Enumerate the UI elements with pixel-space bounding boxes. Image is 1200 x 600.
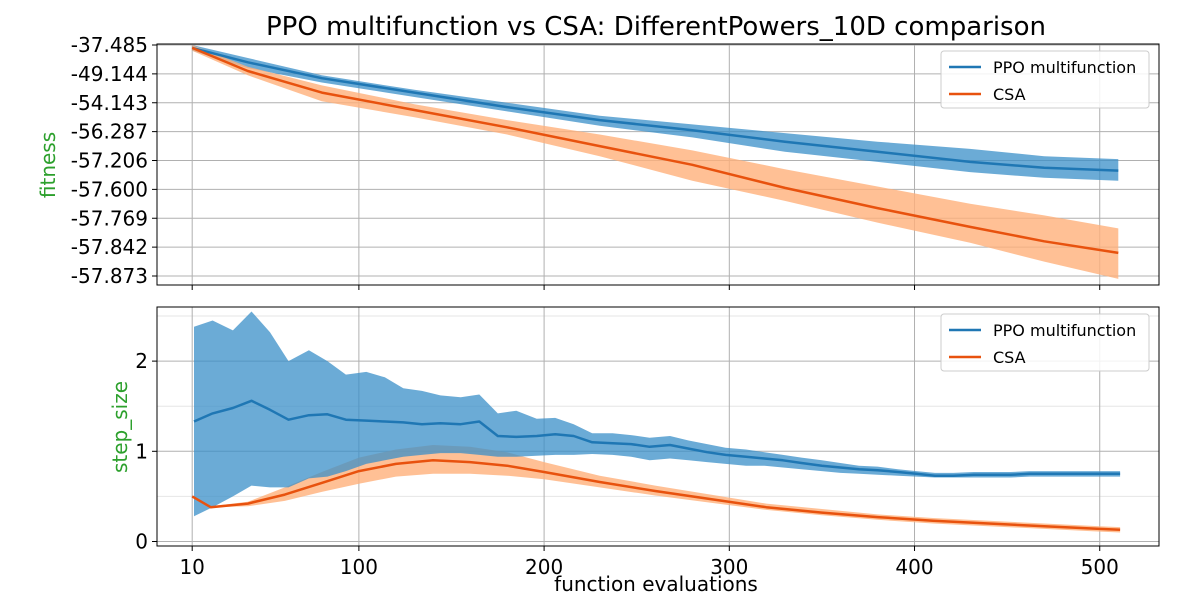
step-size-y-tick-label: 1 — [135, 439, 148, 463]
step-size-bands — [192, 311, 1121, 533]
step-size-x-tick-label: 400 — [895, 555, 933, 579]
step-size-csa-band — [192, 445, 1121, 533]
fitness-y-tick-label: -57.842 — [71, 235, 148, 259]
fitness-legend-box — [940, 50, 1150, 109]
step-size-x-tick-label: 300 — [710, 555, 748, 579]
step-size-x-tick-label: 200 — [525, 555, 563, 579]
step-size-axes-frame — [156, 306, 1160, 547]
step-size-y-ticks: 0 1 2 — [135, 349, 157, 553]
step-size-legend-label-csa: CSA — [993, 348, 1026, 367]
step-size-x-ticks: 10 100 200 300 400 500 — [179, 546, 1119, 579]
step-size-csa-line — [191, 459, 1121, 532]
fitness-csa-band — [192, 45, 1119, 279]
fitness-ylabel: fitness — [36, 132, 60, 198]
fitness-y-tick-label: -49.144 — [71, 62, 148, 86]
step-size-panel: 0 1 2 10 100 200 300 400 500 step_size PPO mult… — [108, 306, 1160, 579]
step-size-legend: PPO multifunction CSA — [940, 313, 1150, 372]
figure-title: PPO multifunction vs CSA: DifferentPower… — [266, 12, 1046, 42]
fitness-y-tick-label: -57.206 — [71, 149, 148, 173]
fitness-bands — [192, 45, 1119, 279]
fitness-y-ticks: -37.485 -49.144 -54.143 -56.287 -57.206 -57.6… — [71, 33, 157, 288]
fitness-y-tick-label: -57.600 — [71, 177, 148, 201]
step-size-ppo-line — [193, 399, 1121, 477]
step-size-ylabel: step_size — [108, 381, 132, 473]
x-axis-label: function evaluations — [554, 572, 758, 596]
fitness-panel: -37.485 -49.144 -54.143 -56.287 -57.206 -57.6… — [36, 33, 1160, 290]
fitness-ppo-band — [192, 45, 1119, 181]
fitness-legend-label-ppo: PPO multifunction — [993, 58, 1136, 77]
step-size-x-tick-label: 10 — [179, 555, 204, 579]
step-size-legend-box — [940, 313, 1150, 372]
step-size-ppo-band — [194, 311, 1121, 517]
fitness-y-tick-label: -57.769 — [71, 206, 148, 230]
step-size-x-tick-label: 100 — [340, 555, 378, 579]
fitness-axes-frame — [156, 43, 1160, 286]
fitness-csa-line — [191, 46, 1119, 255]
step-size-y-tick-label: 0 — [135, 529, 148, 553]
step-size-lines — [191, 399, 1121, 532]
fitness-x-ticks — [191, 285, 1101, 290]
fitness-legend: PPO multifunction CSA — [940, 50, 1150, 109]
fitness-y-tick-label: -37.485 — [71, 33, 148, 57]
fitness-y-tick-label: -54.143 — [71, 91, 148, 115]
step-size-x-tick-label: 500 — [1081, 555, 1119, 579]
fitness-ppo-line — [191, 46, 1119, 172]
fitness-y-tick-label: -57.873 — [71, 264, 148, 288]
fitness-legend-label-csa: CSA — [993, 85, 1026, 104]
fitness-y-tick-label: -56.287 — [71, 120, 148, 144]
step-size-legend-label-ppo: PPO multifunction — [993, 321, 1136, 340]
step-size-y-tick-label: 2 — [135, 349, 148, 373]
fitness-lines — [191, 46, 1119, 255]
